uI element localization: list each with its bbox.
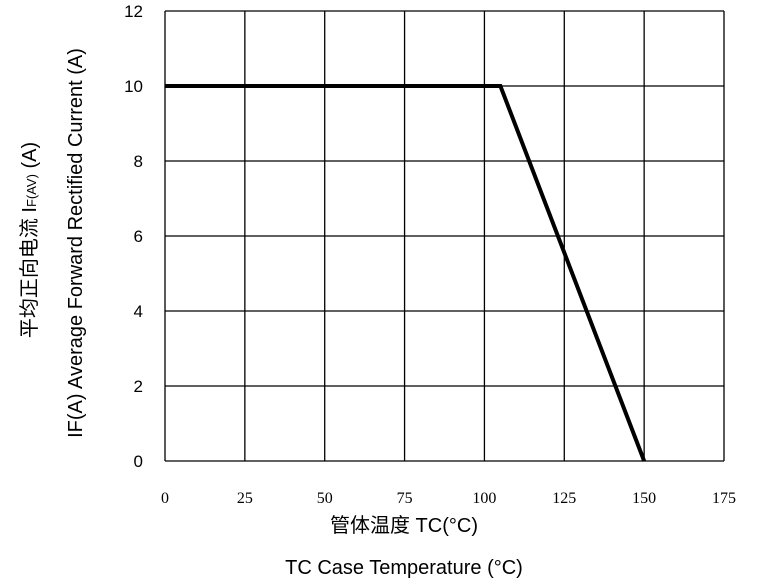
tick-labels: 0 25 50 75 100 125 150 175 0 2 4 6 8 10 12 xyxy=(124,2,736,507)
y-axis-title-chinese-prefix: 平均正向电流 I xyxy=(18,207,41,338)
y-tick-label: 8 xyxy=(134,152,143,171)
x-tick-label: 175 xyxy=(712,490,736,507)
y-tick-label: 4 xyxy=(134,302,143,321)
y-tick-label: 6 xyxy=(134,227,143,246)
x-tick-label: 100 xyxy=(472,490,496,507)
y-tick-label: 2 xyxy=(134,377,143,396)
y-tick-label: 12 xyxy=(124,2,143,21)
y-tick-label: 0 xyxy=(134,452,143,471)
x-tick-label: 50 xyxy=(317,490,333,507)
y-tick-label: 10 xyxy=(124,77,143,96)
x-tick-label: 25 xyxy=(237,490,253,507)
derating-curve xyxy=(165,84,647,462)
x-axis-title-chinese: 管体温度 TC(°C) xyxy=(330,514,478,537)
x-tick-label: 75 xyxy=(397,490,413,507)
y-axis-title-english: IF(A) Average Forward Rectified Current … xyxy=(65,48,87,438)
x-axis-title-english: TC Case Temperature (°C) xyxy=(285,557,523,579)
y-axis-title-chinese: 平均正向电流 IF(AV) (A) xyxy=(18,142,41,338)
x-tick-label: 125 xyxy=(552,490,576,507)
y-axis-title-subscript: F(AV) xyxy=(24,174,39,207)
series-layer xyxy=(165,84,647,462)
x-tick-label: 0 xyxy=(161,490,169,507)
y-axis-title-chinese-suffix: (A) xyxy=(19,142,41,174)
x-tick-label: 150 xyxy=(632,490,656,507)
grid xyxy=(164,10,725,462)
